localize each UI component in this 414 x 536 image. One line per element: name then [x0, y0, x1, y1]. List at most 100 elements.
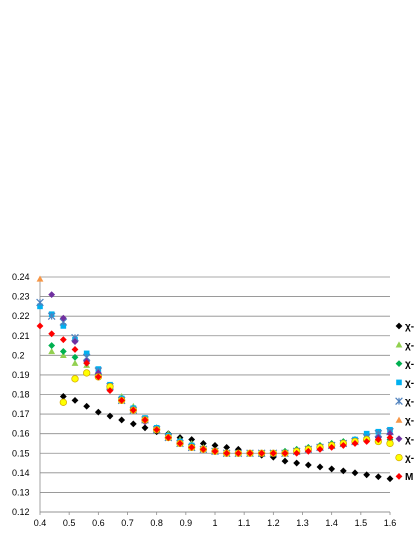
y-tick-label: 0.12 [12, 507, 30, 517]
data-point [48, 348, 56, 355]
legend-marker [395, 360, 403, 367]
x-tick-label: 0.7 [121, 518, 134, 528]
data-point [71, 353, 79, 361]
grid-lines [40, 276, 390, 513]
data-point [223, 443, 231, 451]
y-tick-label: 0.19 [12, 370, 30, 380]
data-point [386, 439, 394, 448]
x-tick-label: 1 [212, 518, 217, 528]
data-point [316, 445, 324, 453]
legend-label: χ- [405, 322, 414, 333]
data-point [304, 447, 312, 455]
y-tick-label: 0.13 [12, 487, 30, 497]
x-tick-label: 1.5 [355, 518, 368, 528]
data-point [188, 443, 196, 451]
legend-marker [396, 379, 402, 386]
y-tick-label: 0.14 [12, 468, 30, 478]
x-tick-label: 0.5 [63, 518, 76, 528]
data-point [339, 467, 347, 475]
data-point [141, 416, 149, 424]
data-point [386, 475, 394, 483]
series-4 [37, 303, 393, 457]
axes [39, 277, 391, 515]
data-point [363, 471, 371, 479]
legend-marker [395, 416, 403, 423]
data-point [47, 312, 56, 320]
data-point [339, 442, 347, 449]
legend-item: χ- [395, 359, 414, 370]
data-point [36, 275, 44, 282]
data-point [106, 412, 114, 420]
data-point [199, 445, 207, 453]
data-point [36, 322, 44, 330]
data-point [94, 408, 102, 416]
series-5 [36, 298, 394, 458]
y-tick-label: 0.17 [12, 409, 30, 419]
data-point [59, 314, 67, 322]
data-point [71, 359, 79, 366]
data-point [94, 373, 102, 381]
data-point [351, 469, 359, 477]
data-point [304, 461, 312, 469]
data-point [234, 449, 242, 457]
data-point [211, 447, 219, 455]
x-tick-label: 1.1 [238, 518, 251, 528]
data-point [118, 416, 126, 424]
x-tick-label: 0.4 [34, 518, 47, 528]
x-tick-label: 1.6 [384, 518, 397, 528]
legend-marker [395, 453, 403, 462]
legend-item: χ- [395, 416, 414, 427]
data-points [36, 275, 394, 483]
data-point [118, 396, 126, 404]
data-point [71, 375, 79, 383]
legend-label: χ- [405, 378, 414, 389]
y-tick-label: 0.15 [12, 448, 30, 458]
data-point [176, 440, 184, 447]
legend-marker [395, 397, 403, 406]
data-point [129, 406, 137, 414]
data-point [374, 436, 382, 443]
data-point [141, 424, 149, 432]
y-tick-label: 0.21 [12, 331, 30, 341]
data-point [129, 420, 137, 428]
data-point [211, 442, 219, 449]
legend-item: χ- [395, 434, 414, 445]
data-point [258, 449, 266, 457]
data-point [164, 434, 172, 441]
legend-label: χ- [405, 416, 414, 427]
y-tick-labels: 0.12 0.13 0.14 0.15 0.16 0.17 0.18 0.19 0.2 0.21 0… [12, 272, 30, 517]
data-point [386, 430, 394, 438]
data-point [71, 346, 79, 353]
data-point [386, 434, 394, 441]
data-point [71, 396, 79, 404]
series-9 [36, 322, 394, 457]
data-point [83, 359, 91, 367]
x-tick-label: 1.2 [267, 518, 280, 528]
legend-label: M [405, 472, 413, 483]
legend-label: χ- [405, 340, 414, 351]
data-point [59, 351, 67, 359]
y-tick-label: 0.16 [12, 429, 30, 439]
x-tick-label: 0.8 [150, 518, 163, 528]
data-point [36, 298, 44, 307]
legend-marker [395, 435, 403, 443]
data-point [48, 291, 56, 299]
data-point [293, 449, 301, 457]
series-1 [59, 393, 394, 483]
data-point [83, 350, 90, 357]
data-point [37, 303, 43, 310]
data-point [363, 430, 370, 437]
legend-label: χ- [405, 434, 414, 445]
x-tick-label: 0.6 [92, 518, 105, 528]
data-point [281, 449, 289, 457]
data-point [106, 387, 114, 394]
data-point [48, 342, 56, 349]
legend-item: χ- [395, 340, 414, 351]
series-3 [48, 342, 394, 457]
x-tick-label: 0.9 [180, 518, 193, 528]
legend-marker [395, 322, 403, 330]
legend-item: χ- [395, 322, 414, 333]
legend-marker [395, 473, 403, 480]
legend-label: χ- [405, 397, 414, 408]
